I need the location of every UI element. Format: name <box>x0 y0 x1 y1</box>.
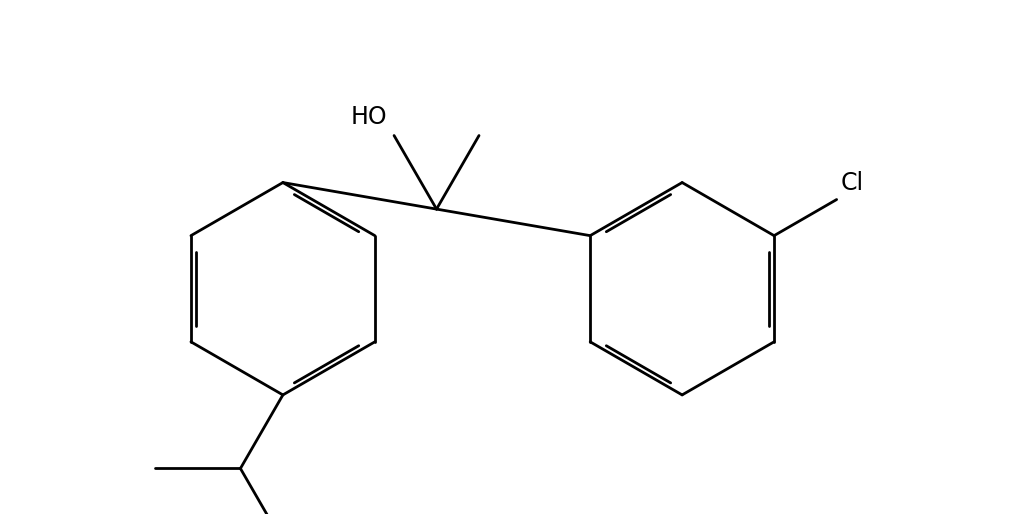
Text: HO: HO <box>351 105 387 129</box>
Text: Cl: Cl <box>841 171 864 195</box>
